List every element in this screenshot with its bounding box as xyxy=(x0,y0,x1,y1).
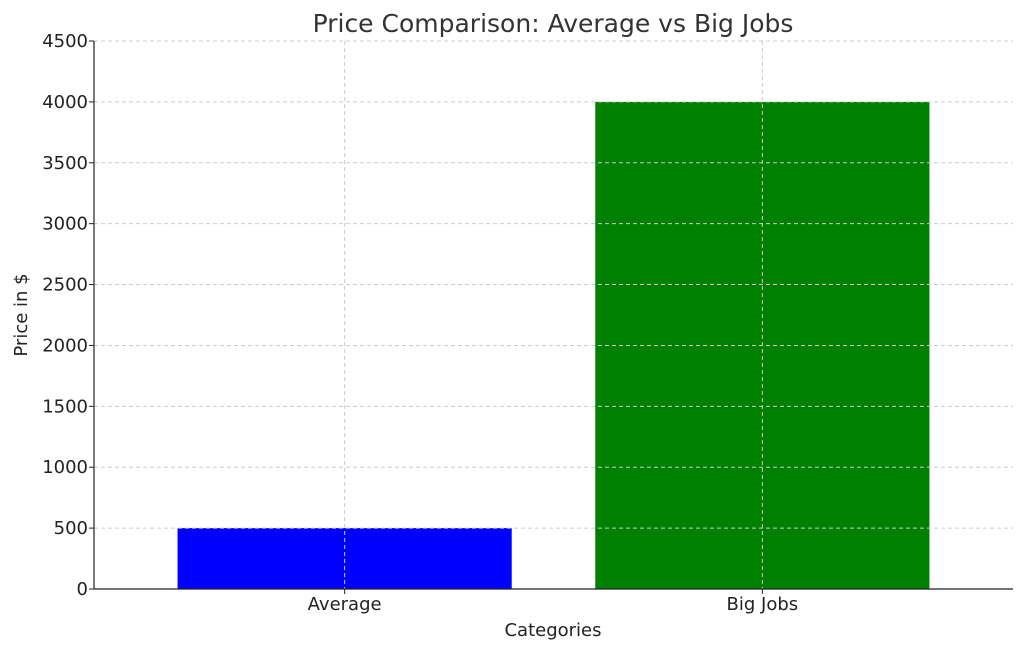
y-tick-label: 4000 xyxy=(42,92,88,113)
y-tick-label: 2000 xyxy=(42,335,88,356)
y-axis-ticks: 0 500 1000 1500 2000 2500 3000 3500 4000 4500 xyxy=(42,31,94,600)
y-tick-label: 4500 xyxy=(42,31,88,52)
y-tick-label: 0 xyxy=(77,579,88,600)
y-tick-label: 3500 xyxy=(42,153,88,174)
x-tick-label: Big Jobs xyxy=(727,594,799,615)
x-axis-ticks: Average Big Jobs xyxy=(308,589,799,615)
y-tick-label: 1500 xyxy=(42,396,88,417)
y-tick-label: 2500 xyxy=(42,275,88,296)
bar-average xyxy=(177,528,512,589)
x-tick-label: Average xyxy=(308,594,382,615)
y-tick-label: 500 xyxy=(54,518,88,539)
axes xyxy=(93,41,1013,590)
y-tick-label: 1000 xyxy=(42,457,88,478)
x-axis-label: Categories xyxy=(504,620,601,641)
y-tick-label: 3000 xyxy=(42,214,88,235)
y-axis-label: Price in $ xyxy=(11,273,32,356)
chart-title: Price Comparison: Average vs Big Jobs xyxy=(313,9,794,38)
